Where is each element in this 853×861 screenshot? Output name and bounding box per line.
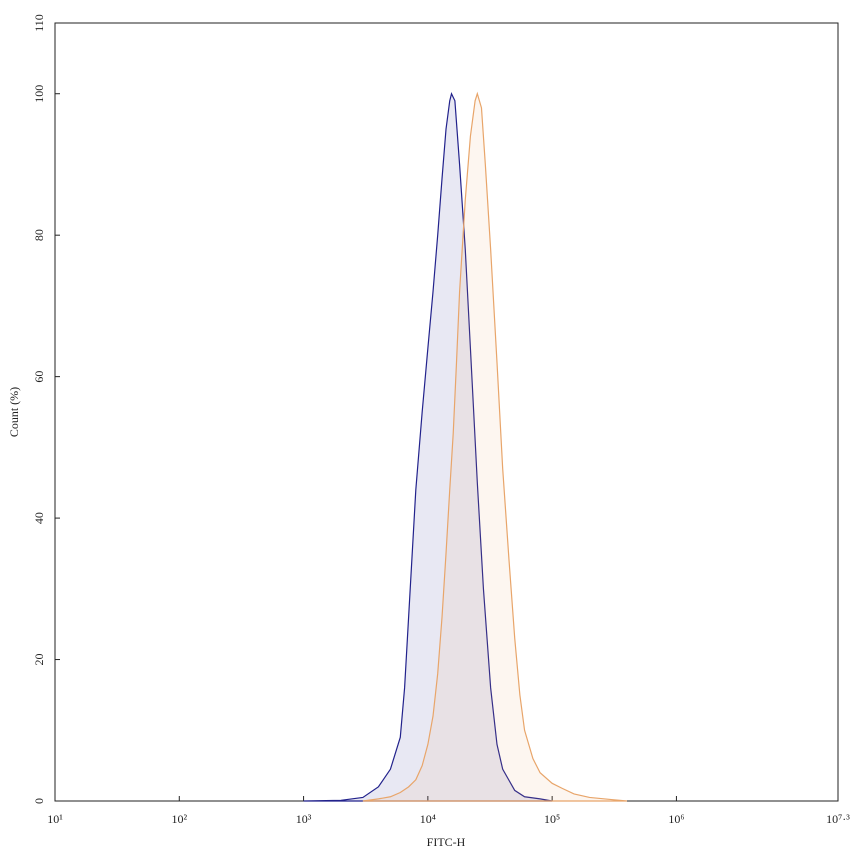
- y-tick-label: 80: [32, 229, 46, 241]
- histogram-area: [362, 91, 628, 802]
- x-tick-label: 10²: [171, 812, 187, 826]
- y-tick-label: 100: [32, 85, 46, 103]
- y-tick-label: 60: [32, 371, 46, 383]
- x-tick-label: 10¹: [47, 812, 63, 826]
- x-tick-label: 10³: [296, 812, 312, 826]
- histogram-area: [303, 91, 553, 802]
- y-tick-label: 20: [32, 654, 46, 666]
- x-tick-label: 10⁴: [420, 812, 436, 826]
- x-tick-label: 10⁶: [668, 812, 684, 826]
- y-axis-title: Count (%): [7, 387, 21, 437]
- y-tick-label: 40: [32, 512, 46, 524]
- x-tick-label: 10⁵: [544, 812, 560, 826]
- y-tick-label: 0: [32, 798, 46, 804]
- x-axis-title: FITC-H: [427, 835, 466, 849]
- x-tick-label: 10⁷·³: [826, 812, 850, 826]
- y-tick-label: 110: [32, 14, 46, 32]
